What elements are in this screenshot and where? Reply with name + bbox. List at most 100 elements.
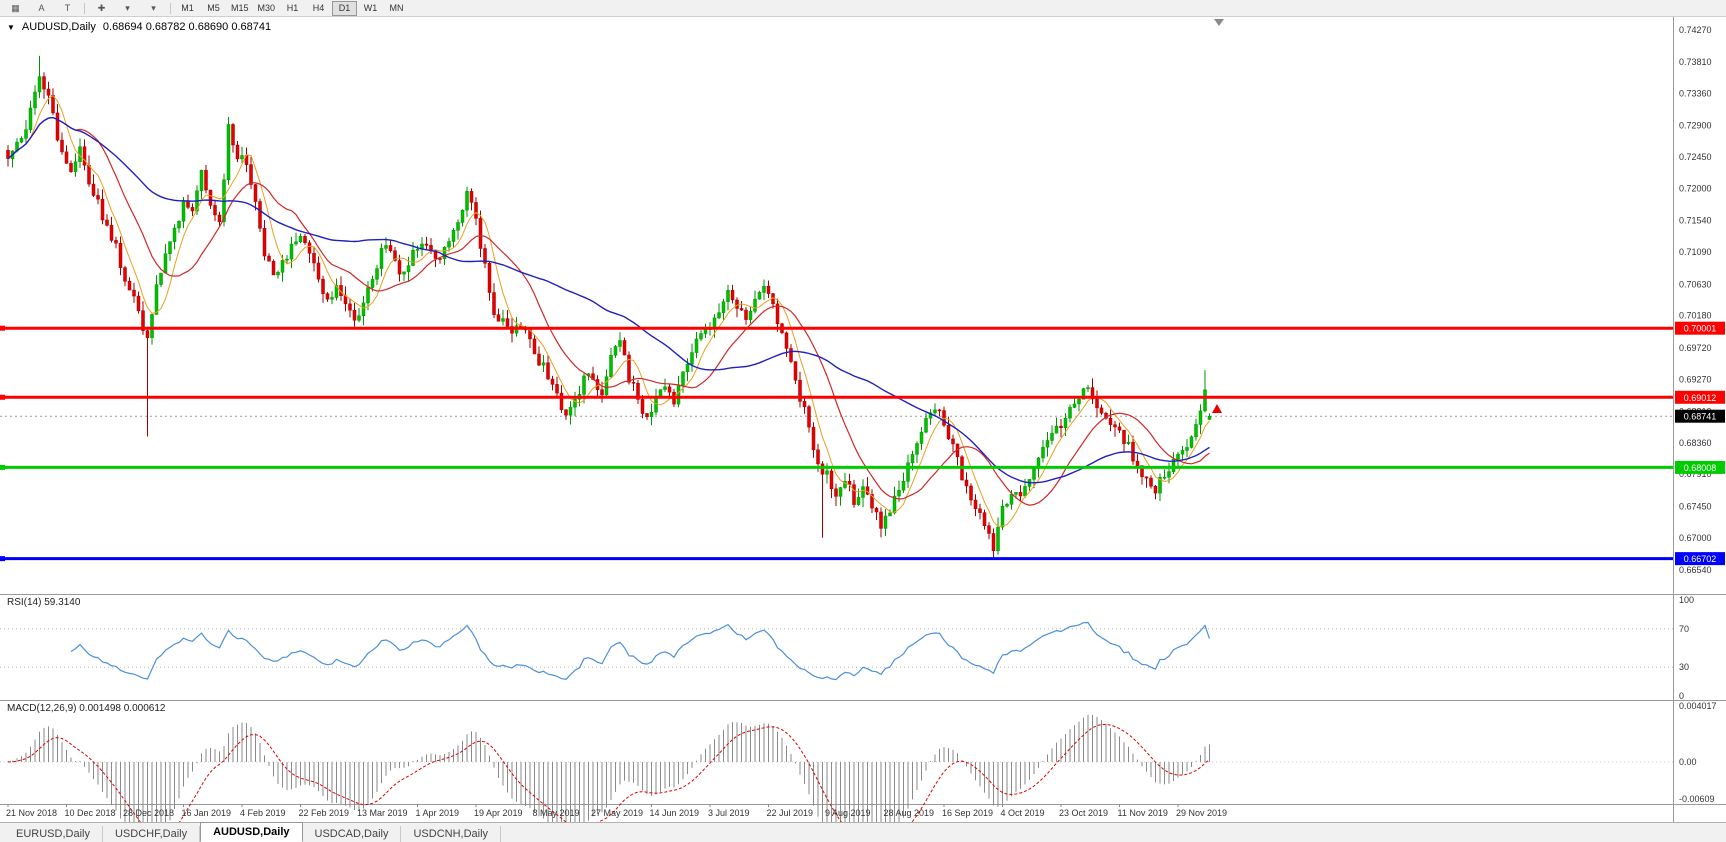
chart-dropdown-icon[interactable]: ▼ <box>7 22 15 32</box>
tab-eurusd[interactable]: EURUSD,Daily <box>4 826 103 842</box>
chart-tabs-bar: EURUSD,Daily USDCHF,Daily AUDUSD,Daily USDC… <box>0 822 1726 842</box>
toolbar-separator <box>84 2 85 14</box>
svg-text:0.70630: 0.70630 <box>1679 279 1712 289</box>
svg-text:0.66702: 0.66702 <box>1684 554 1717 564</box>
chart-canvas[interactable]: 0.74270 0.73810 0.73360 0.72900 0.72450 0.720… <box>0 17 1726 842</box>
chart-title: ▼ AUDUSD,Daily 0.68694 0.68782 0.68690 0… <box>7 21 271 33</box>
price-badge-0.68008: 0.68008 <box>1675 460 1725 474</box>
svg-text:0.70001: 0.70001 <box>1684 324 1717 334</box>
svg-text:4 Feb 2019: 4 Feb 2019 <box>240 808 286 818</box>
timeframe-h1-button[interactable]: H1 <box>286 2 299 13</box>
svg-text:0.69720: 0.69720 <box>1679 343 1712 353</box>
chart-symbol-period: AUDUSD,Daily <box>21 21 96 33</box>
arrow-tool-icon[interactable]: A <box>38 2 45 13</box>
svg-text:0.71540: 0.71540 <box>1679 216 1712 226</box>
svg-text:0.70180: 0.70180 <box>1679 311 1712 321</box>
top-toolbar: ▦ A T ✚ ▾ ▾ M1 M5 M15 M30 H1 H4 D1 W1 MN <box>0 0 1726 17</box>
timeframe-mn-button[interactable]: MN <box>389 2 404 13</box>
tab-usdchf[interactable]: USDCHF,Daily <box>103 826 201 842</box>
svg-text:22 Feb 2019: 22 Feb 2019 <box>299 808 350 818</box>
svg-text:0.69012: 0.69012 <box>1684 393 1717 403</box>
hline-0.66702[interactable] <box>0 556 1673 562</box>
svg-text:13 Mar 2019: 13 Mar 2019 <box>357 808 408 818</box>
hline-0.70001[interactable] <box>0 325 1673 331</box>
svg-text:100: 100 <box>1679 595 1694 605</box>
timeframe-m1-button[interactable]: M1 <box>181 2 194 13</box>
ma-fast-line <box>7 94 1210 527</box>
tab-usdcnh[interactable]: USDCNH,Daily <box>401 826 502 842</box>
ma-slow-line <box>7 116 1210 484</box>
price-badge-0.70001: 0.70001 <box>1675 321 1725 335</box>
svg-text:0.68741: 0.68741 <box>1684 412 1717 422</box>
svg-text:0.67450: 0.67450 <box>1679 501 1712 511</box>
svg-text:14 Jun 2019: 14 Jun 2019 <box>650 808 700 818</box>
svg-text:0.72900: 0.72900 <box>1679 121 1712 131</box>
text-tool-icon[interactable]: T <box>64 2 71 13</box>
rsi-panel <box>0 621 1673 681</box>
chart-shift-marker[interactable] <box>1214 19 1224 26</box>
timeframe-m5-button[interactable]: M5 <box>207 2 220 13</box>
svg-text:70: 70 <box>1679 624 1689 634</box>
timeframe-d1-button[interactable]: D1 <box>332 0 358 16</box>
time-scale[interactable]: 21 Nov 2018 10 Dec 2018 28 Dec 2018 16 Jan … <box>6 804 1227 818</box>
svg-text:21 Nov 2018: 21 Nov 2018 <box>6 808 57 818</box>
hline-left-anchor <box>0 556 5 562</box>
rsi-value: 59.3140 <box>44 597 81 608</box>
tile-windows-icon[interactable]: ▦ <box>11 2 20 13</box>
hline-left-anchor <box>0 394 5 400</box>
hline-0.69012[interactable] <box>0 394 1673 400</box>
svg-text:3 Jul 2019: 3 Jul 2019 <box>708 808 750 818</box>
svg-text:11 Nov 2019: 11 Nov 2019 <box>1118 808 1168 818</box>
svg-text:-0.00609: -0.00609 <box>1679 794 1715 804</box>
crosshair-icon[interactable]: ✚ <box>97 2 106 13</box>
svg-text:10 Dec 2018: 10 Dec 2018 <box>65 808 116 818</box>
svg-text:0.72450: 0.72450 <box>1679 152 1712 162</box>
chart-ohlc-values: 0.68694 0.68782 0.68690 0.68741 <box>102 21 272 33</box>
price-arrow-marker <box>1212 404 1222 413</box>
hline-0.68008[interactable] <box>0 464 1673 470</box>
svg-text:29 Nov 2019: 29 Nov 2019 <box>1176 808 1227 818</box>
svg-text:0.73360: 0.73360 <box>1679 89 1712 99</box>
svg-text:0.68360: 0.68360 <box>1679 438 1712 448</box>
svg-text:0.67910: 0.67910 <box>1679 469 1712 479</box>
price-badge-0.66702: 0.66702 <box>1675 552 1725 566</box>
svg-text:27 May 2019: 27 May 2019 <box>591 808 643 818</box>
timeframe-h4-button[interactable]: H4 <box>312 2 325 13</box>
svg-text:8 May 2019: 8 May 2019 <box>533 808 580 818</box>
macd-panel <box>0 714 1673 842</box>
hline-left-anchor <box>0 325 5 331</box>
macd-signal-line <box>7 723 1210 841</box>
svg-text:0: 0 <box>1679 691 1684 701</box>
current-price-badge: 0.68741 <box>1675 409 1725 423</box>
macd-values: 0.001498 0.000612 <box>79 703 166 714</box>
svg-text:22 Jul 2019: 22 Jul 2019 <box>767 808 814 818</box>
svg-text:0.73810: 0.73810 <box>1679 57 1712 67</box>
svg-text:0.72000: 0.72000 <box>1679 184 1712 194</box>
svg-text:19 Apr 2019: 19 Apr 2019 <box>474 808 523 818</box>
indicators-dropdown-icon[interactable]: ▾ <box>125 2 130 13</box>
macd-indicator-label: MACD(12,26,9) 0.001498 0.000612 <box>7 703 165 714</box>
timeframe-w1-button[interactable]: W1 <box>363 2 378 13</box>
svg-text:0.74270: 0.74270 <box>1679 25 1712 35</box>
svg-text:4 Oct 2019: 4 Oct 2019 <box>1001 808 1045 818</box>
svg-text:28 Dec 2018: 28 Dec 2018 <box>123 808 174 818</box>
timeframe-m15-button[interactable]: M15 <box>231 2 249 13</box>
rsi-indicator-label: RSI(14) 59.3140 <box>7 597 80 608</box>
rsi-name: RSI(14) <box>7 597 42 608</box>
svg-text:0.66540: 0.66540 <box>1679 565 1712 575</box>
svg-text:30: 30 <box>1679 662 1689 672</box>
price-badge-0.69012: 0.69012 <box>1675 390 1725 404</box>
svg-text:0.68008: 0.68008 <box>1684 463 1717 473</box>
tab-usdcad[interactable]: USDCAD,Daily <box>303 826 402 842</box>
svg-text:0.004017: 0.004017 <box>1679 701 1717 711</box>
tab-audusd[interactable]: AUDUSD,Daily <box>200 822 303 842</box>
hline-left-anchor <box>0 464 5 470</box>
svg-text:0.69270: 0.69270 <box>1679 374 1712 384</box>
svg-text:9 Aug 2019: 9 Aug 2019 <box>825 808 871 818</box>
objects-dropdown-icon[interactable]: ▾ <box>151 2 156 13</box>
svg-text:16 Jan 2019: 16 Jan 2019 <box>182 808 232 818</box>
price-scale[interactable]: 0.74270 0.73810 0.73360 0.72900 0.72450 0.720… <box>1679 25 1717 804</box>
chart-window[interactable]: 0.74270 0.73810 0.73360 0.72900 0.72450 0.720… <box>0 17 1726 842</box>
timeframe-m30-button[interactable]: M30 <box>257 2 276 13</box>
candlesticks <box>6 55 1212 559</box>
